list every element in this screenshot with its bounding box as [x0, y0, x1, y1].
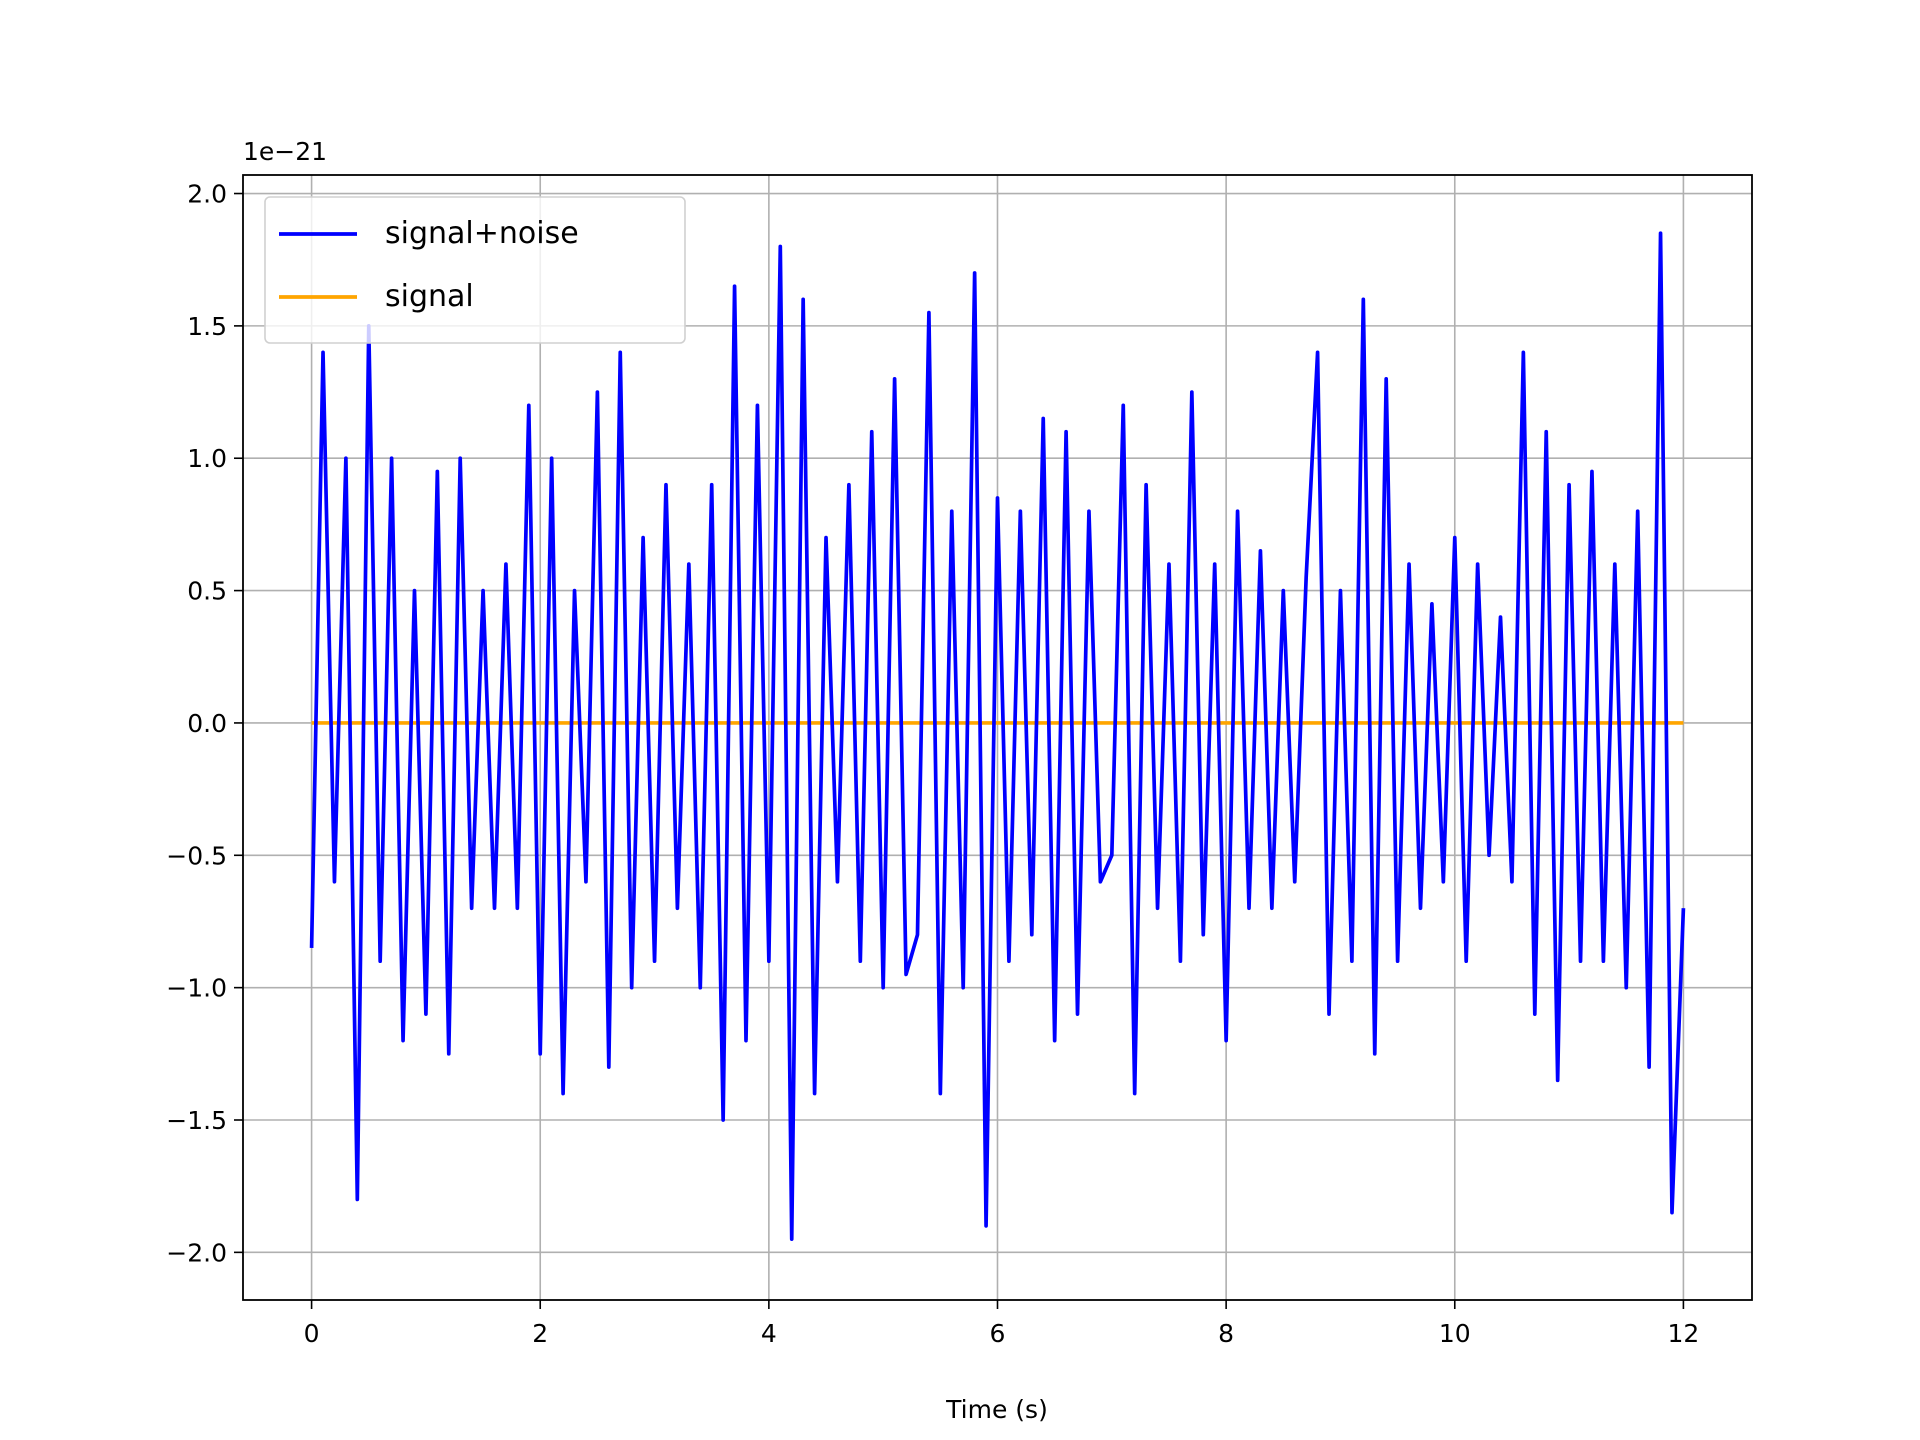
offset-text: 1e−21 — [243, 137, 327, 166]
y-tick-label: −1.0 — [166, 974, 227, 1003]
x-tick-label: 6 — [990, 1319, 1006, 1348]
y-tick-label: 1.5 — [187, 312, 227, 341]
x-tick-label: 0 — [304, 1319, 320, 1348]
y-tick-label: 1.0 — [187, 444, 227, 473]
x-tick-label: 2 — [532, 1319, 548, 1348]
y-tick-label: 0.0 — [187, 709, 227, 738]
legend-box — [264, 196, 686, 344]
y-tick-label: 2.0 — [187, 180, 227, 209]
x-tick-label: 8 — [1218, 1319, 1234, 1348]
x-tick-label: 12 — [1668, 1319, 1700, 1348]
data-line — [309, 231, 1686, 1241]
y-tick-label: −0.5 — [166, 841, 227, 870]
x-tick-label: 10 — [1439, 1319, 1471, 1348]
y-tick-label: 0.5 — [187, 577, 227, 606]
axes-frame — [242, 174, 1753, 1301]
x-tick-label: 4 — [761, 1319, 777, 1348]
legend-label: signal — [385, 279, 474, 314]
legend-label: signal+noise — [385, 216, 579, 251]
x-axis-label: Time (s) — [945, 1395, 1048, 1424]
y-tick-label: −2.0 — [166, 1238, 227, 1267]
y-tick-label: −1.5 — [166, 1106, 227, 1135]
legend: signal+noise signal — [264, 196, 686, 344]
